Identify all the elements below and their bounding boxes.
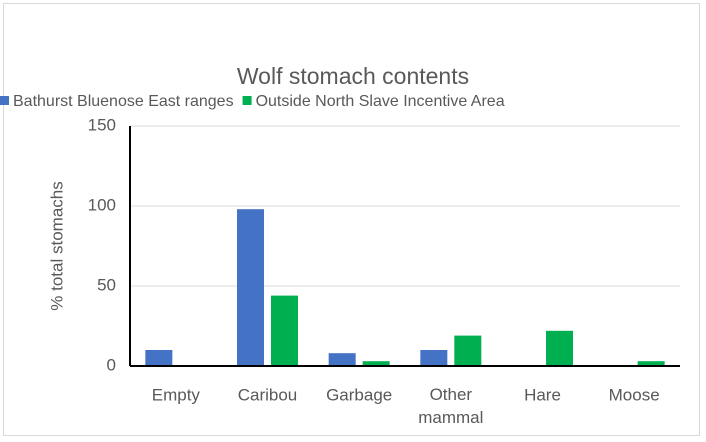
- bar: [420, 350, 448, 366]
- y-tick-label: 50: [97, 275, 116, 294]
- legend-label: Bathurst Bluenose East ranges: [13, 93, 234, 110]
- bar: [271, 295, 298, 366]
- legend-label: Outside North Slave Incentive Area: [256, 93, 505, 110]
- bar: [145, 350, 173, 366]
- bar: [362, 361, 390, 366]
- x-tick-label: Moose: [609, 385, 660, 404]
- x-tick-label: Garbage: [326, 385, 392, 404]
- bar: [454, 335, 482, 366]
- y-tick-label: 0: [107, 355, 116, 374]
- bar: [237, 209, 264, 366]
- y-axis-label: % total stomachs: [47, 181, 66, 310]
- bar: [637, 361, 665, 366]
- bar: [546, 330, 573, 366]
- legend-swatch: [242, 96, 252, 105]
- chart-title: Wolf stomach contents: [237, 63, 469, 89]
- legend-swatch: [0, 96, 9, 105]
- y-tick-label: 150: [88, 115, 116, 134]
- bar: [328, 353, 356, 366]
- x-tick-label: Hare: [524, 385, 561, 404]
- x-tick-label: Empty: [152, 385, 201, 404]
- y-tick-label: 100: [88, 195, 116, 214]
- x-tick-label: Other mammal: [418, 385, 483, 427]
- x-tick-label: Caribou: [238, 385, 298, 404]
